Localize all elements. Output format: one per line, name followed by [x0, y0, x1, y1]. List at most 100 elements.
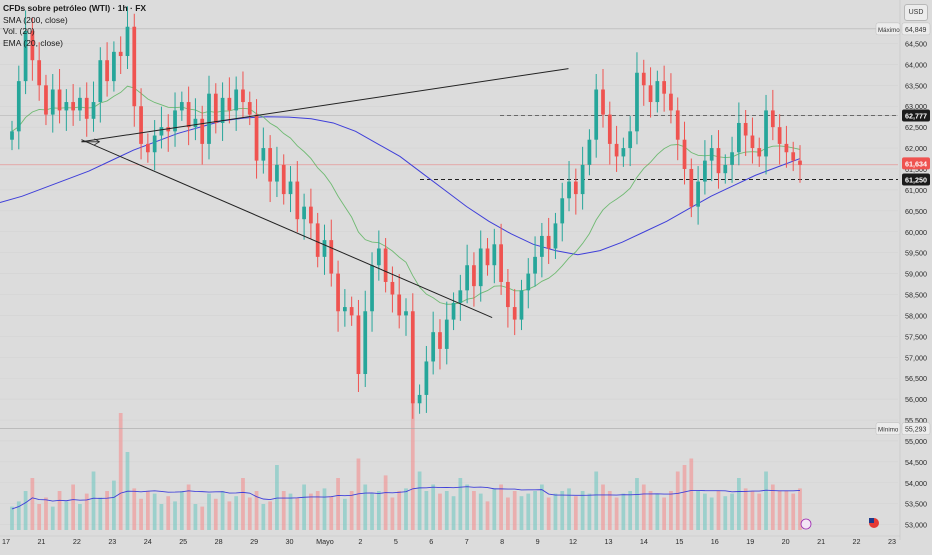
candle	[84, 97, 89, 119]
volume-bar	[261, 504, 266, 530]
candle	[139, 106, 143, 144]
y-tick-label: 61,500	[905, 165, 927, 174]
volume-bar	[281, 491, 286, 530]
candle	[23, 30, 28, 82]
candle	[329, 240, 334, 274]
candle	[791, 152, 796, 161]
volume-bar	[145, 491, 150, 530]
candle	[91, 102, 96, 119]
candle	[499, 244, 503, 282]
candle	[281, 164, 286, 195]
candle	[512, 307, 517, 320]
y-tick-label: 55,000	[905, 437, 927, 446]
candle	[675, 110, 680, 140]
x-tick-label: 25	[179, 537, 187, 546]
candle	[560, 198, 565, 224]
volume-bar	[533, 491, 537, 530]
volume-bar	[309, 493, 313, 530]
candle	[438, 332, 442, 349]
y-tick-label: 54,000	[905, 479, 927, 488]
candle	[322, 240, 327, 257]
x-tick-label: 21	[37, 537, 45, 546]
indicator-ema[interactable]: EMA (20, close)	[3, 37, 63, 48]
candle	[132, 26, 137, 107]
volume-bar	[193, 504, 198, 530]
volume-bar	[227, 501, 232, 530]
volume-bar	[512, 491, 517, 530]
volume-bar	[458, 478, 463, 530]
candle	[207, 93, 211, 144]
y-tick-label: 56,500	[905, 374, 927, 383]
y-tick-label: 62,500	[905, 123, 927, 132]
volume-bar	[594, 471, 599, 530]
x-tick-label: 17	[2, 537, 10, 546]
volume-bar	[410, 400, 415, 530]
volume-bar	[682, 465, 687, 530]
candle	[200, 118, 205, 144]
x-tick-label: 13	[604, 537, 612, 546]
volume-bar	[132, 488, 137, 530]
volume-bar	[50, 506, 55, 530]
indicator-sma[interactable]: SMA (200, close)	[3, 14, 68, 25]
candle	[478, 248, 483, 287]
candle	[383, 248, 388, 282]
candle	[295, 181, 300, 220]
candle	[689, 168, 694, 207]
candle	[302, 206, 306, 220]
candle	[539, 235, 544, 257]
volume-bar	[784, 491, 789, 530]
candle	[44, 85, 48, 115]
y-tick-label: 57,000	[905, 353, 927, 362]
candle	[186, 102, 191, 128]
x-tick-label: 23	[888, 537, 896, 546]
min-tag-bg	[875, 422, 901, 435]
max-value-bg	[901, 22, 931, 36]
currency-button[interactable]: USD	[904, 4, 928, 21]
candle	[336, 273, 340, 312]
volume-bar	[112, 480, 116, 530]
candle	[193, 118, 198, 128]
candle	[98, 60, 103, 103]
volume-bar	[567, 488, 571, 530]
candle	[64, 102, 69, 111]
indicator-volume[interactable]: Vol. (20)	[3, 26, 35, 36]
y-tick-label: 58,500	[905, 291, 927, 300]
y-tick-label: 64,000	[905, 60, 927, 69]
volume-bar	[580, 491, 585, 530]
candle	[696, 181, 700, 207]
volume-bar	[478, 493, 483, 530]
candle	[730, 152, 734, 165]
x-tick-label: 12	[569, 537, 577, 546]
candle	[770, 110, 775, 128]
volume-bar	[179, 491, 184, 530]
volume-bar	[118, 413, 123, 530]
y-tick-label: 56,000	[905, 395, 927, 404]
chart-legend: CFDs sobre petróleo (WTI) · 1h · FX SMA …	[3, 3, 146, 49]
candle	[777, 127, 782, 144]
volume-bar	[736, 478, 741, 530]
volume-bar	[363, 484, 368, 530]
volume-bar	[730, 493, 734, 530]
volume-bar	[546, 497, 551, 530]
candle	[472, 265, 476, 287]
projection-arrow	[94, 138, 101, 146]
x-tick-label: 8	[500, 537, 504, 546]
volume-bar	[84, 493, 89, 530]
lightning-icon[interactable]	[800, 518, 812, 530]
y-tick-label: 60,500	[905, 207, 927, 216]
x-tick-label: 29	[250, 537, 258, 546]
x-tick-label: 22	[853, 537, 861, 546]
volume-bar	[628, 491, 633, 530]
candle	[213, 93, 218, 123]
x-tick-label: 24	[144, 537, 152, 546]
volume-bar	[78, 504, 82, 530]
volume-bar	[506, 497, 510, 530]
candle	[736, 122, 741, 153]
volume-bar	[98, 497, 103, 530]
y-tick-label: 58,000	[905, 311, 927, 320]
price-label: 61,634	[905, 159, 927, 168]
min-value-bg	[901, 422, 931, 435]
candle	[743, 122, 748, 136]
sma-line	[0, 116, 801, 256]
